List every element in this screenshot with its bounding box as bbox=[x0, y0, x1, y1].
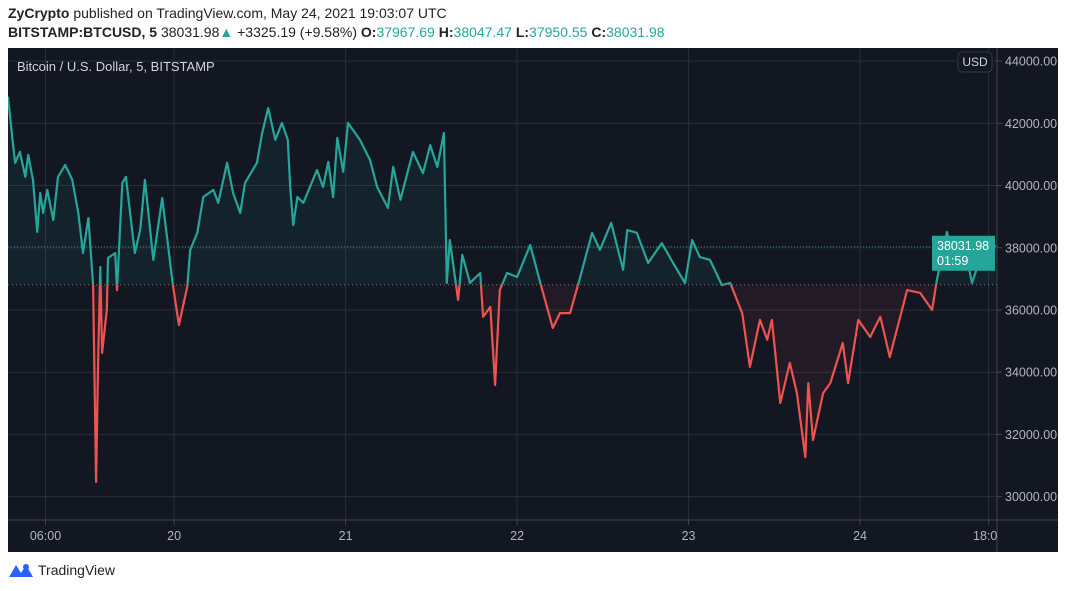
tradingview-logo-icon bbox=[9, 564, 33, 577]
chart-title: Bitcoin / U.S. Dollar, 5, BITSTAMP bbox=[17, 59, 215, 74]
last-price-badge: 38031.98 01:59 bbox=[932, 235, 995, 271]
chart-background bbox=[8, 48, 1058, 552]
price-tick-label: 34000.00 bbox=[1005, 366, 1057, 380]
area-fill-above-baseline bbox=[8, 96, 996, 285]
high-value: 38047.47 bbox=[453, 24, 512, 40]
logo-text: TradingView bbox=[38, 562, 116, 578]
last-price-label: 38031.98 bbox=[937, 239, 989, 253]
symbol-label: BITSTAMP:BTCUSD, 5 bbox=[8, 24, 158, 40]
published-text: published on TradingView.com, May 24, 20… bbox=[73, 5, 447, 21]
publish-info: ZyCrypto published on TradingView.com, M… bbox=[8, 5, 447, 21]
open-label: O: bbox=[360, 24, 377, 40]
price-tick-label: 36000.00 bbox=[1005, 303, 1057, 317]
low-value: 37950.55 bbox=[529, 24, 588, 40]
time-tick-label: 20 bbox=[167, 529, 181, 543]
time-tick-label: 21 bbox=[339, 529, 353, 543]
price-line-above-baseline bbox=[8, 96, 997, 285]
last-price: 38031.98 bbox=[160, 24, 220, 40]
high-label: H: bbox=[438, 24, 454, 40]
price-tick-label: 30000.00 bbox=[1005, 490, 1057, 504]
close-label: C: bbox=[591, 24, 607, 40]
time-tick-label: 18:00 bbox=[973, 529, 1004, 543]
area-fill-below-baseline bbox=[8, 284, 996, 482]
grid bbox=[8, 48, 997, 520]
author-name: ZyCrypto bbox=[8, 5, 70, 21]
price-change: +3325.19 (+9.58%) bbox=[237, 24, 357, 40]
bar-countdown: 01:59 bbox=[937, 254, 968, 268]
low-label: L: bbox=[515, 24, 530, 40]
open-value: 37967.69 bbox=[376, 24, 435, 40]
price-tick-label: 40000.00 bbox=[1005, 179, 1057, 193]
time-axis[interactable]: 06:00 20 21 22 23 24 18:00 bbox=[30, 520, 1004, 543]
price-tick-label: 44000.00 bbox=[1005, 55, 1057, 69]
price-tick-label: 32000.00 bbox=[1005, 428, 1057, 442]
price-line-below-baseline bbox=[91, 284, 938, 484]
ohlc-legend: BITSTAMP:BTCUSD, 5 38031.98▲ +3325.19 (+… bbox=[8, 24, 665, 40]
triangle-up-icon: ▲ bbox=[219, 24, 234, 40]
time-tick-label: 22 bbox=[510, 529, 524, 543]
close-value: 38031.98 bbox=[606, 24, 665, 40]
currency-label: USD bbox=[962, 55, 988, 69]
time-tick-label: 06:00 bbox=[30, 529, 61, 543]
time-tick-label: 23 bbox=[682, 529, 696, 543]
time-tick-label: 24 bbox=[853, 529, 867, 543]
tradingview-logo[interactable]: TradingView bbox=[8, 562, 115, 578]
price-tick-label: 42000.00 bbox=[1005, 117, 1057, 131]
currency-badge[interactable]: USD bbox=[957, 51, 993, 73]
price-axis[interactable]: 44000.00 42000.00 40000.00 38000.00 36000.00… bbox=[997, 55, 1057, 505]
price-tick-label: 38000.00 bbox=[1005, 241, 1057, 255]
